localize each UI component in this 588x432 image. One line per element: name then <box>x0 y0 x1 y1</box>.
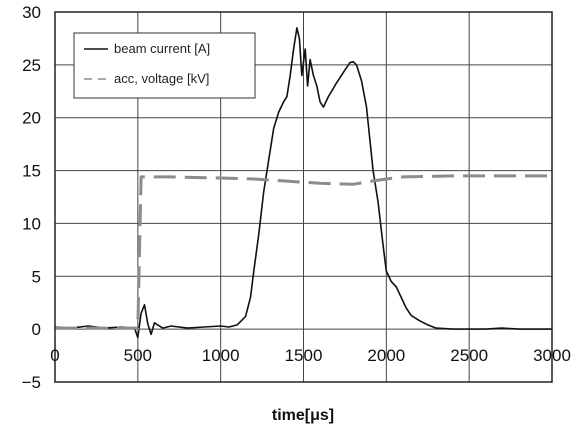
y-tick-label: −5 <box>22 373 41 392</box>
legend-label-beam-current: beam current [A] <box>114 41 210 56</box>
y-tick-labels: −5 0 5 10 15 20 25 30 <box>22 3 41 392</box>
x-tick-label: 1000 <box>202 346 240 365</box>
plot-border <box>54 11 553 383</box>
y-tick-label: 20 <box>22 109 41 128</box>
x-tick-label: 0 <box>50 346 59 365</box>
y-tick-label: 25 <box>22 56 41 75</box>
y-tick-label: 15 <box>22 162 41 181</box>
x-axis-title: time[μs] <box>272 407 334 424</box>
y-tick-label: 0 <box>32 320 41 339</box>
series-line-beam-current <box>54 27 552 339</box>
x-tick-label: 2500 <box>450 346 488 365</box>
x-tick-label: 2000 <box>367 346 405 365</box>
y-tick-label: 10 <box>22 214 41 233</box>
series-layer <box>54 27 552 339</box>
legend: beam current [A] acc, voltage [kV] <box>73 32 256 99</box>
series-line-acc-voltage <box>55 174 552 331</box>
x-tick-label: 500 <box>124 346 152 365</box>
x-tick-labels: 0 500 1000 1500 2000 2500 3000 <box>50 346 571 365</box>
legend-label-acc-voltage: acc, voltage [kV] <box>114 71 209 86</box>
x-tick-label: 3000 <box>533 346 571 365</box>
legend-box <box>73 32 256 99</box>
y-tick-label: 5 <box>32 267 41 286</box>
y-tick-label: 30 <box>22 3 41 22</box>
x-tick-label: 1500 <box>285 346 323 365</box>
